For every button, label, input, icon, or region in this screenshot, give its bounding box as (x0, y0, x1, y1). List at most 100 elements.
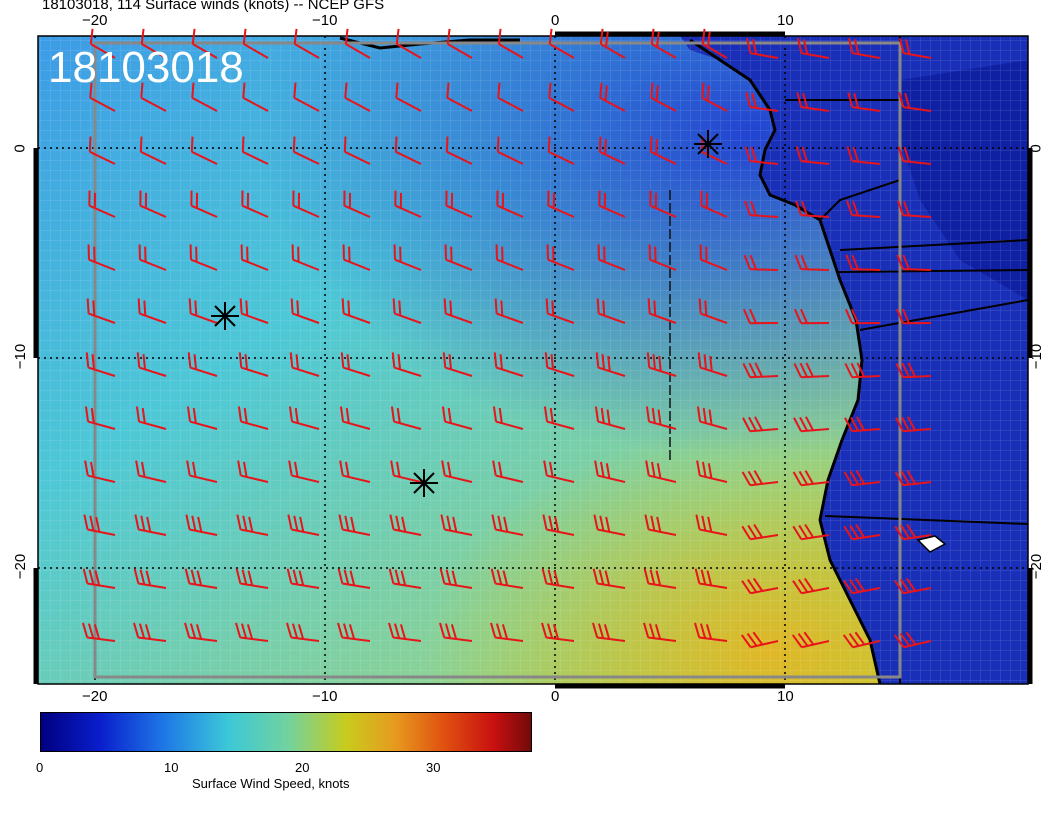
wind-barb-flag (444, 623, 452, 639)
wind-barb-flag (498, 407, 503, 424)
wind-barb-flag (592, 622, 599, 638)
wind-barb-flag (344, 461, 350, 478)
wind-barb (394, 190, 422, 218)
frame-ticks (33, 31, 1033, 689)
wind-barb-flag (491, 514, 497, 530)
wind-barb (389, 514, 422, 536)
colorbar-gradient (41, 713, 531, 751)
wind-barb-flag (548, 82, 552, 98)
wind-barb-flag (643, 568, 650, 584)
wind-barb-flag (195, 192, 199, 209)
wind-barb-flag (186, 406, 191, 422)
wind-barb-flag (598, 190, 601, 206)
wind-barb-flag (853, 39, 860, 55)
wind-barb-flag (500, 300, 504, 316)
wind-barb (237, 406, 269, 430)
wind-barb-flag (856, 416, 865, 431)
wind-barb-flag (541, 622, 548, 638)
wind-barb-flag (395, 461, 401, 478)
wind-barb-staff (344, 150, 371, 165)
wind-barb-staff (445, 312, 473, 324)
wind-barb-flag (548, 28, 553, 45)
wind-barb-flag (88, 569, 95, 585)
wind-barb-flag (547, 136, 551, 152)
wind-barb-flag (343, 569, 350, 585)
wind-barb (188, 298, 218, 324)
wind-barb-flag (754, 362, 763, 378)
wind-barb-flag (847, 92, 854, 108)
wind-barb-flag (846, 200, 854, 216)
wind-barb-flag (92, 300, 96, 316)
wind-barb-flag (749, 254, 757, 270)
wind-barb-flag (751, 93, 758, 109)
wind-barb-flag (748, 416, 757, 432)
wind-barb (237, 460, 269, 483)
wind-barb (894, 470, 932, 487)
wind-barb (643, 622, 677, 642)
wind-barb (443, 298, 473, 324)
wind-barb (343, 136, 371, 165)
wind-barb (792, 523, 830, 541)
wind-barb-flag (606, 409, 611, 425)
wind-barb-staff (140, 150, 167, 165)
wind-barb-flag (744, 200, 752, 216)
wind-barb-flag (895, 363, 904, 378)
wind-barb-flag (344, 82, 348, 98)
wind-barb-flag (194, 300, 198, 316)
wind-barb (742, 308, 779, 325)
wind-barb-staff (240, 582, 269, 589)
wind-barb-staff (343, 258, 371, 271)
wind-barb-flag (348, 624, 356, 640)
wind-barb-flag (603, 192, 607, 209)
wind-barb (592, 568, 626, 589)
wind-barb (696, 460, 728, 483)
wind-barb-flag (394, 190, 397, 206)
wind-barb (697, 352, 728, 377)
wind-barb-staff (139, 258, 167, 271)
wind-barb-flag (235, 622, 242, 638)
wind-barb (490, 568, 524, 589)
wind-barb-flag (901, 308, 910, 324)
wind-barb-flag (82, 622, 89, 638)
wind-barb-flag (801, 200, 808, 216)
wind-barb-flag (349, 570, 356, 586)
wind-barb-flag (141, 407, 146, 424)
wind-barb (592, 622, 626, 642)
wind-barb-flag (898, 92, 905, 108)
wind-barb-staff (702, 43, 728, 59)
wind-barb-flag (292, 136, 296, 152)
wind-barb-staff (342, 474, 371, 483)
wind-barb-flag (850, 416, 859, 432)
wind-barb-flag (598, 136, 602, 152)
wind-barb-flag (852, 200, 859, 216)
wind-barb-staff (852, 160, 881, 165)
wind-barb-flag (341, 298, 345, 314)
wind-barb-flag (844, 417, 853, 432)
wind-barb-flag (607, 355, 611, 372)
wind-barb-staff (291, 582, 320, 589)
wind-barb-flag (291, 623, 299, 639)
wind-barb (85, 352, 116, 377)
wind-barb-staff (600, 43, 626, 59)
colorbar-tick: 0 (36, 760, 44, 775)
wind-barb-staff (648, 474, 677, 483)
wind-barb-flag (447, 407, 452, 424)
wind-barb (599, 82, 626, 112)
wind-barb-flag (446, 461, 452, 478)
wind-barb-flag (854, 631, 866, 646)
wind-barb-staff (497, 150, 524, 165)
wind-barb-staff (801, 587, 830, 595)
wind-barb-flag (800, 254, 808, 270)
wind-barb-flag (134, 514, 140, 530)
wind-barb-staff (699, 636, 728, 642)
wind-barb-staff (903, 587, 932, 595)
wind-barb (137, 298, 167, 324)
wind-barb-flag (84, 406, 89, 422)
wind-barb-staff (393, 420, 422, 430)
wind-barb (184, 568, 218, 589)
wind-barb (894, 577, 932, 595)
wind-barb-flag (548, 515, 554, 531)
wind-barb-flag (449, 300, 453, 316)
wind-barb-flag (894, 525, 905, 540)
wind-barb (548, 82, 575, 112)
